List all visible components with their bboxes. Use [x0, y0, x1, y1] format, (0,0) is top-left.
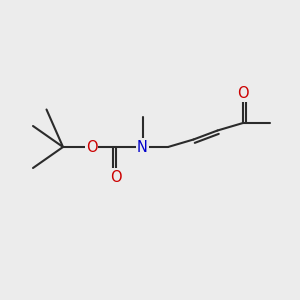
Text: O: O: [237, 85, 249, 100]
Text: N: N: [137, 140, 148, 154]
Text: O: O: [110, 169, 121, 184]
Text: O: O: [86, 140, 97, 154]
